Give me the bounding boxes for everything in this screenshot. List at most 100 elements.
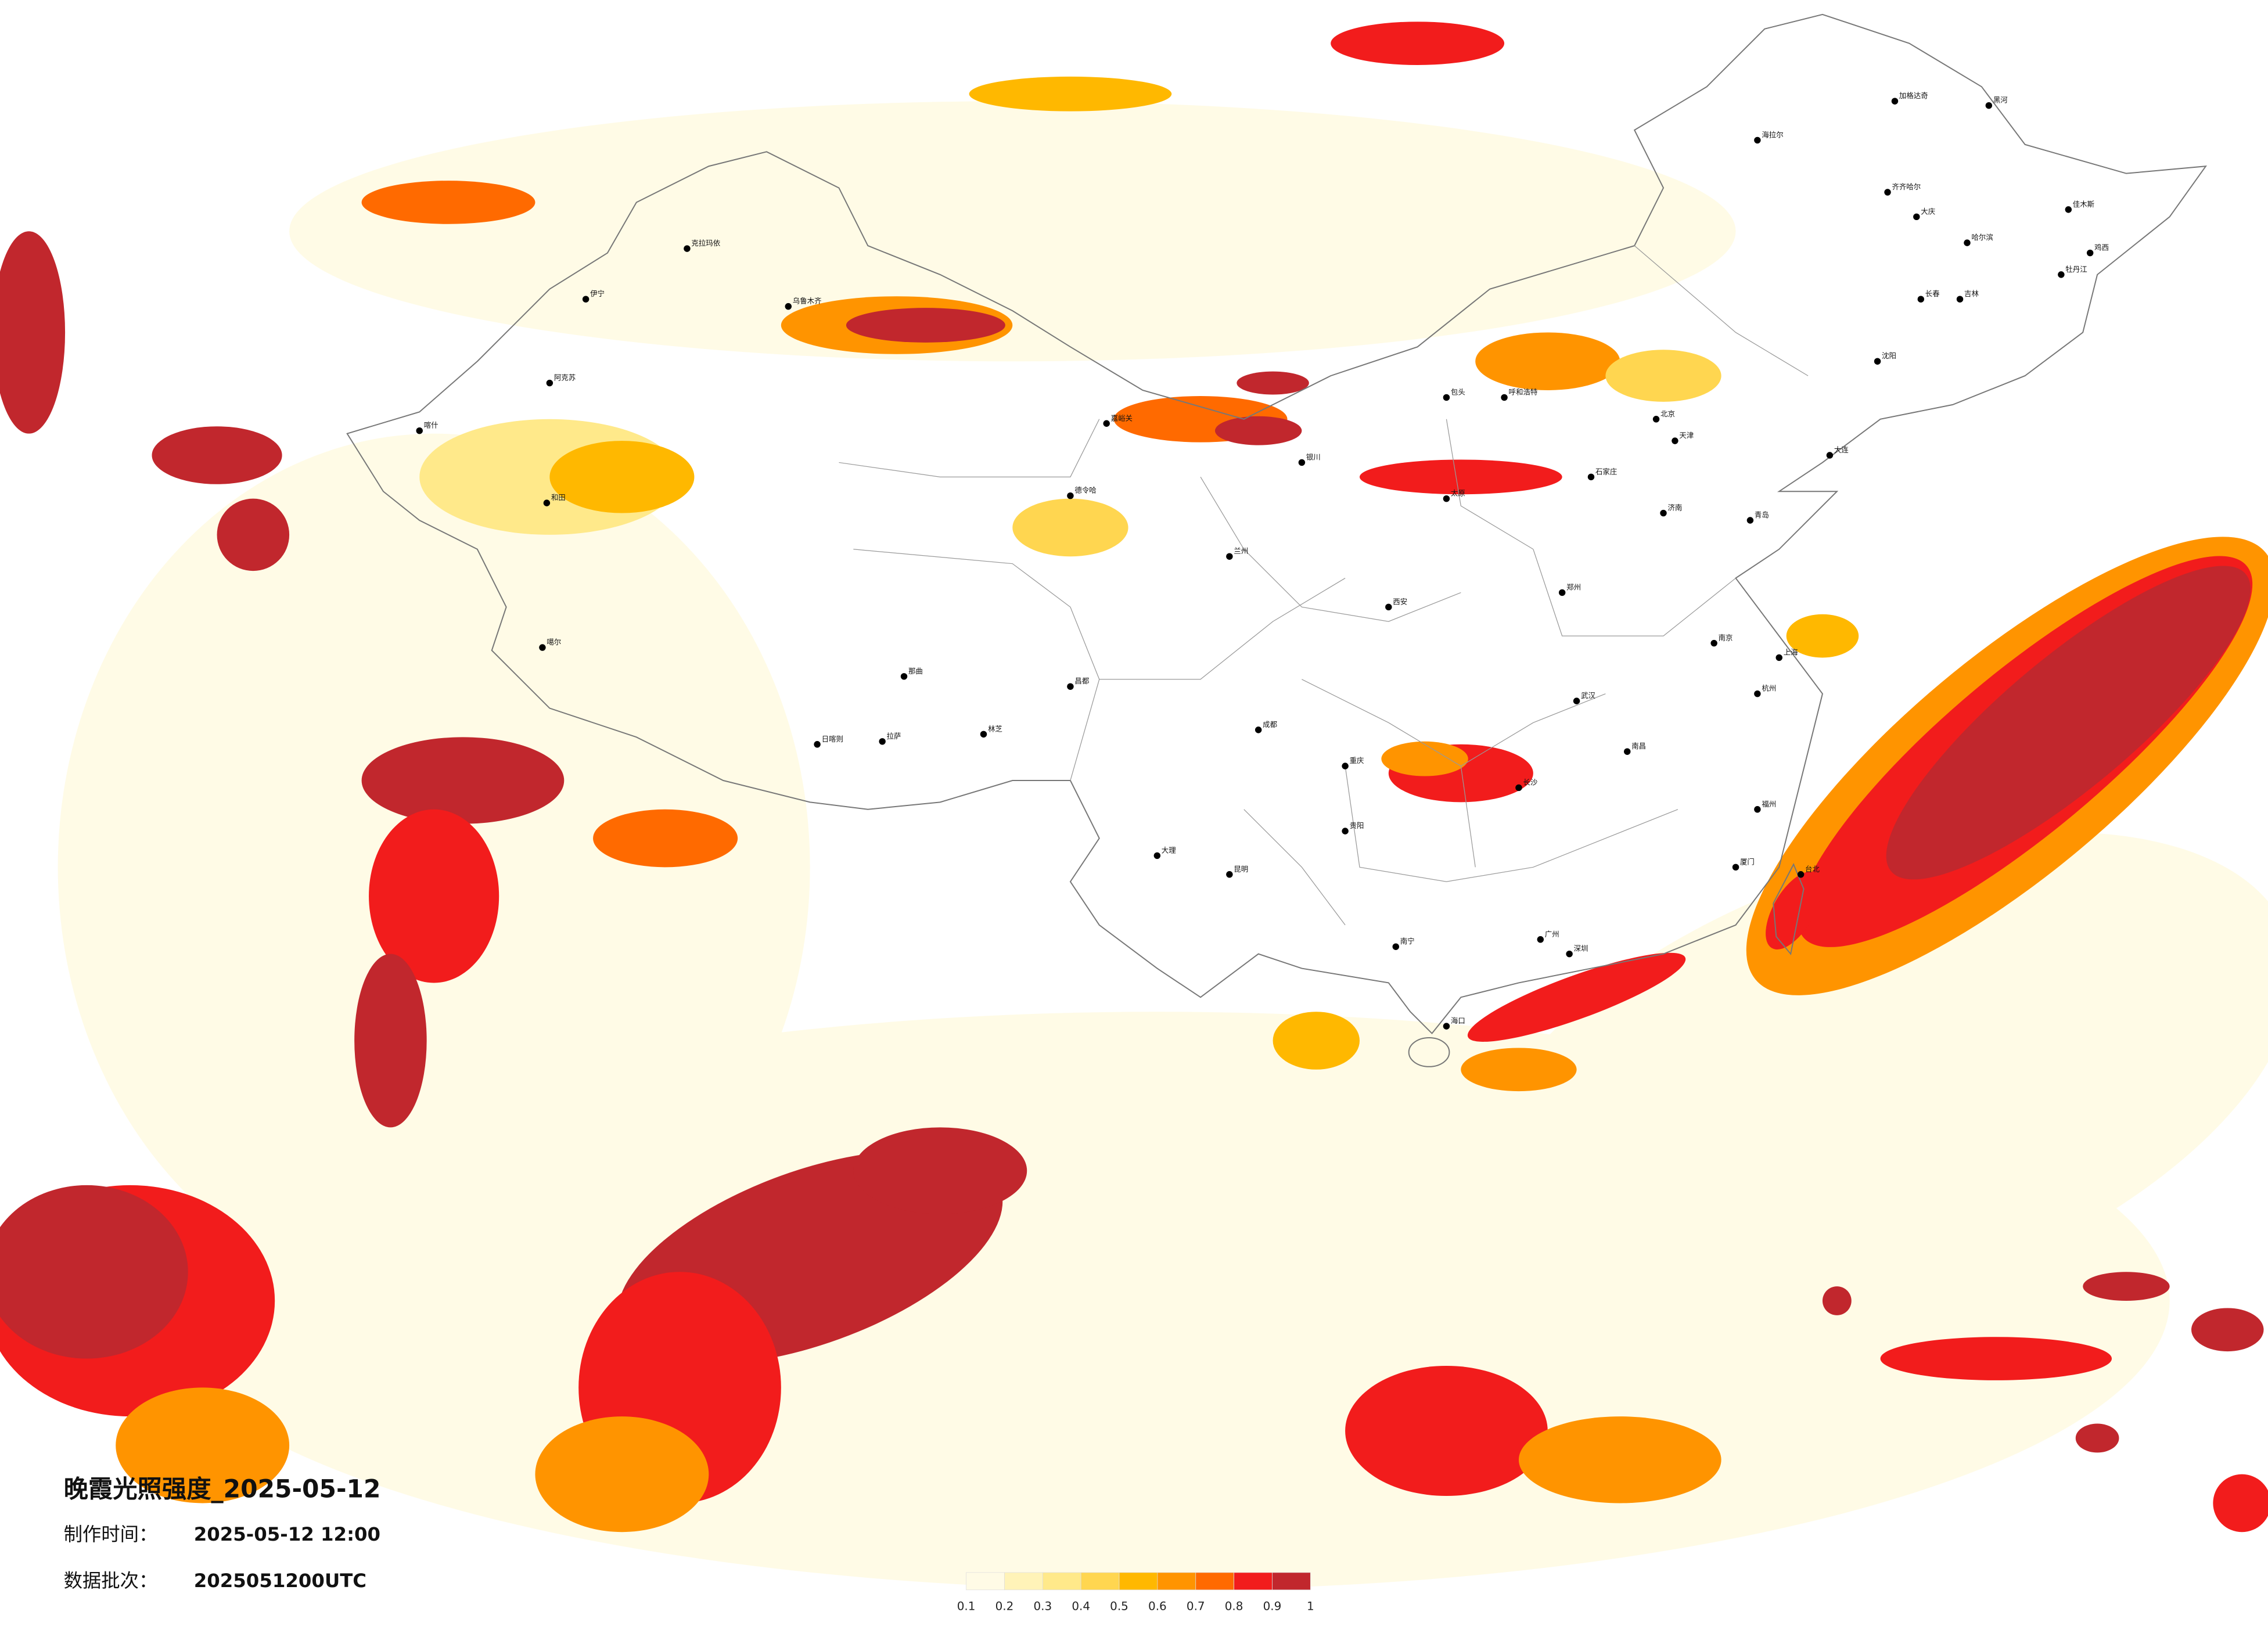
city-label: 大理 <box>1162 846 1176 854</box>
city-dot <box>900 673 908 680</box>
legend-tick-label: 0.4 <box>1072 1600 1090 1613</box>
city-label: 阿克苏 <box>554 373 576 382</box>
city-dot <box>1917 296 1925 303</box>
city-label: 兰州 <box>1234 546 1248 555</box>
legend-swatch <box>1157 1572 1196 1591</box>
heat-layer <box>0 21 2268 1590</box>
city-label: 黑河 <box>1993 96 2008 105</box>
city-dot <box>1298 459 1306 466</box>
city-label: 长沙 <box>1523 778 1537 786</box>
hainan-outline <box>1408 1037 1450 1067</box>
city-dot <box>1342 828 1349 834</box>
city-label: 吉林 <box>1964 289 1979 298</box>
city-label: 银川 <box>1306 452 1321 461</box>
city-label: 郑州 <box>1566 582 1581 591</box>
heat-area <box>0 1185 188 1359</box>
city-label: 齐齐哈尔 <box>1892 182 1921 191</box>
city-label: 沈阳 <box>1882 351 1896 360</box>
city-label: 济南 <box>1667 503 1682 512</box>
heat-area <box>535 1416 709 1533</box>
heat-area <box>1360 459 1562 495</box>
city-label: 伊宁 <box>590 289 605 298</box>
city-dot <box>1874 358 1881 365</box>
city-dot <box>1672 437 1678 444</box>
legend-swatch <box>1234 1572 1273 1591</box>
heat-area <box>1214 416 1302 445</box>
city-dot <box>879 738 886 745</box>
city-label: 北京 <box>1660 409 1675 418</box>
country-outline <box>346 13 2207 1035</box>
city-label: 重庆 <box>1350 756 1364 765</box>
city-dot <box>1754 690 1761 697</box>
city-label: 太原 <box>1451 489 1465 498</box>
legend-tick-label: 0.7 <box>1187 1600 1205 1613</box>
city-dot <box>1067 492 1074 499</box>
heat-area <box>217 498 290 571</box>
heat-area <box>289 101 1736 362</box>
city-label: 武汉 <box>1581 691 1595 700</box>
city-label: 嘉峪关 <box>1111 413 1133 422</box>
city-dot <box>684 245 691 252</box>
heat-area <box>1822 1286 1852 1315</box>
city-label: 哈尔滨 <box>1971 233 1993 242</box>
heat-area <box>116 1387 290 1503</box>
heat-area <box>2191 1308 2264 1352</box>
city-dot <box>1385 603 1392 611</box>
city-dot <box>1537 936 1544 943</box>
city-label: 和田 <box>551 493 566 502</box>
city-label: 深圳 <box>1574 944 1588 953</box>
heat-area <box>0 231 66 434</box>
heat-area <box>361 181 535 224</box>
city-label: 日喀则 <box>822 735 843 743</box>
heat-area <box>1273 1012 1360 1070</box>
city-label: 鸡西 <box>2094 243 2109 252</box>
city-dot <box>1710 639 1717 647</box>
city-label: 噶尔 <box>547 638 561 646</box>
heat-area <box>853 1127 1027 1214</box>
city-dot <box>1153 852 1161 859</box>
city-dot <box>1913 213 1920 221</box>
city-label: 西安 <box>1393 597 1407 606</box>
legend-tick-label: 0.9 <box>1263 1600 1282 1613</box>
city-label: 包头 <box>1451 387 1465 396</box>
city-dot <box>1660 509 1667 517</box>
city-label: 呼和浩特 <box>1509 387 1538 396</box>
city-dot <box>1587 473 1595 481</box>
city-label: 那曲 <box>908 667 923 675</box>
city-dot <box>1566 950 1573 958</box>
city-dot <box>1754 806 1761 813</box>
city-label: 青岛 <box>1755 510 1769 519</box>
city-dot <box>546 379 553 387</box>
heat-area <box>1012 498 1128 557</box>
city-dot <box>1443 1023 1450 1030</box>
legend: 0.1 0.2 0.3 0.4 0.5 0.6 0.7 0.8 0.9 1 <box>957 1572 1314 1613</box>
heat-area <box>369 809 499 983</box>
city-dot <box>1884 189 1891 196</box>
city-label: 加格达奇 <box>1899 91 1928 100</box>
province-lines <box>839 245 1809 926</box>
heat-area <box>1886 566 2251 880</box>
legend-tick-label: 0.1 <box>957 1600 976 1613</box>
legend-tick-label: 1 <box>1307 1600 1314 1613</box>
city-label: 大庆 <box>1921 207 1935 215</box>
city-dot <box>1956 296 1964 303</box>
legend-swatch <box>1042 1572 1081 1591</box>
heat-area <box>2213 1474 2268 1533</box>
city-label: 广州 <box>1545 930 1559 938</box>
heat-area <box>1605 350 1721 402</box>
heat-area <box>1786 614 1859 658</box>
legend-tick-label: 0.5 <box>1110 1600 1128 1613</box>
city-dot <box>980 731 987 738</box>
city-label: 杭州 <box>1762 684 1776 693</box>
city-dot <box>1624 748 1631 755</box>
city-label: 海拉尔 <box>1762 130 1783 139</box>
city-dot <box>1501 394 1508 401</box>
city-dot <box>1515 784 1522 792</box>
city-label: 海口 <box>1451 1016 1465 1025</box>
city-dot <box>1226 553 1233 560</box>
data-batch-value: 2025051200UTC <box>194 1570 366 1592</box>
city-dot <box>1775 654 1782 661</box>
heat-area <box>361 737 565 824</box>
